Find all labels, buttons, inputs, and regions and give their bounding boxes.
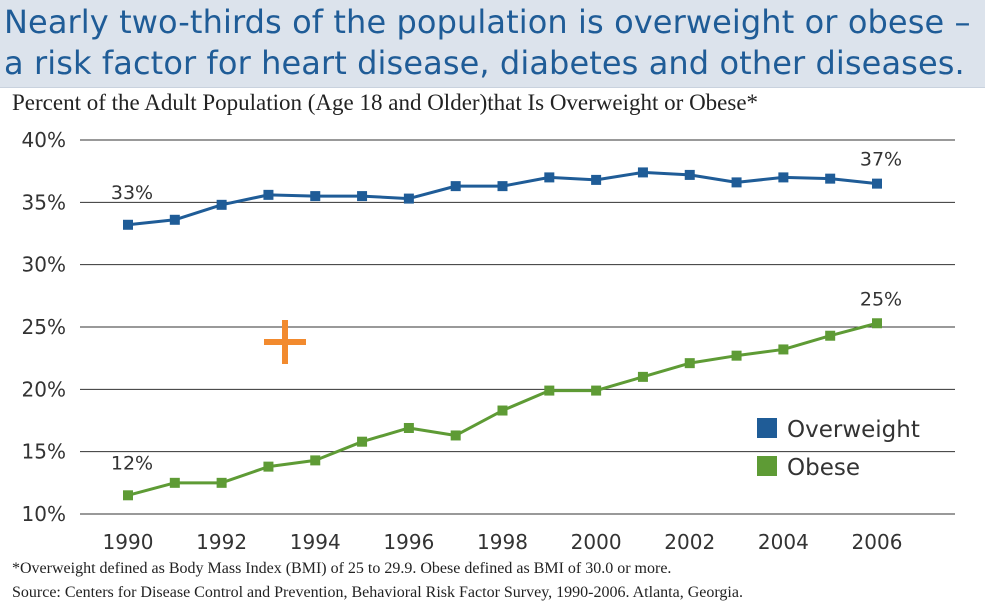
data-point bbox=[310, 455, 321, 466]
series-line bbox=[127, 170, 878, 227]
data-point bbox=[591, 174, 602, 185]
data-label: 33% bbox=[111, 182, 153, 204]
x-tick-label: 1998 bbox=[477, 530, 528, 554]
y-tick-label: 10% bbox=[22, 502, 66, 526]
data-point bbox=[544, 172, 555, 183]
headline: Nearly two-thirds of the population is o… bbox=[4, 2, 984, 84]
data-point bbox=[684, 169, 695, 180]
data-label: 12% bbox=[111, 452, 153, 474]
x-tick-label: 2006 bbox=[852, 530, 903, 554]
data-point bbox=[684, 358, 695, 369]
data-point bbox=[637, 371, 648, 382]
legend-label: Obese bbox=[787, 455, 860, 481]
footnote-source: Source: Centers for Disease Control and … bbox=[12, 584, 743, 601]
x-tick-label: 1992 bbox=[196, 530, 247, 554]
data-point bbox=[872, 178, 882, 189]
data-label: 37% bbox=[860, 149, 902, 171]
footnote-definition: *Overweight defined as Body Mass Index (… bbox=[12, 560, 672, 577]
data-point bbox=[169, 477, 180, 488]
data-point bbox=[497, 405, 508, 416]
y-tick-label: 25% bbox=[22, 315, 66, 339]
data-point bbox=[403, 193, 414, 204]
plus-icon bbox=[264, 320, 306, 364]
x-tick-label: 1996 bbox=[383, 530, 434, 554]
data-point bbox=[123, 490, 133, 501]
data-point bbox=[450, 430, 461, 441]
data-point bbox=[263, 189, 274, 200]
x-tick-label: 1990 bbox=[103, 530, 154, 554]
y-tick-label: 20% bbox=[22, 377, 66, 401]
data-point bbox=[637, 167, 648, 178]
y-tick-label: 15% bbox=[22, 440, 66, 464]
y-tick-label: 30% bbox=[22, 253, 66, 277]
chart-title: Percent of the Adult Population (Age 18 … bbox=[12, 90, 759, 115]
data-point bbox=[450, 181, 461, 192]
data-point bbox=[357, 436, 368, 447]
data-point bbox=[544, 385, 555, 396]
data-point bbox=[263, 461, 274, 472]
data-label: 25% bbox=[860, 288, 902, 310]
headline-line-1: Nearly two-thirds of the population is o… bbox=[4, 3, 971, 41]
y-tick-label: 35% bbox=[22, 190, 66, 214]
legend-label: Overweight bbox=[787, 417, 920, 443]
legend-swatch bbox=[757, 456, 777, 476]
data-point bbox=[310, 191, 321, 202]
x-tick-label: 2000 bbox=[571, 530, 622, 554]
data-point bbox=[403, 422, 414, 433]
y-tick-label: 40% bbox=[22, 128, 66, 152]
data-point bbox=[169, 214, 180, 225]
data-point bbox=[825, 173, 836, 184]
data-point bbox=[497, 181, 508, 192]
data-point bbox=[591, 385, 602, 396]
data-point bbox=[731, 350, 742, 361]
data-point bbox=[731, 177, 742, 188]
data-point bbox=[872, 318, 882, 329]
data-point bbox=[216, 199, 227, 210]
headline-line-2: a risk factor for heart disease, diabete… bbox=[4, 44, 965, 82]
data-point bbox=[123, 219, 133, 230]
x-tick-label: 1994 bbox=[290, 530, 341, 554]
data-point bbox=[357, 191, 368, 202]
headline-banner: Nearly two-thirds of the population is o… bbox=[0, 0, 985, 88]
data-point bbox=[216, 477, 227, 488]
legend-swatch bbox=[757, 418, 777, 438]
data-point bbox=[778, 172, 789, 183]
data-point bbox=[778, 344, 789, 355]
x-tick-label: 2002 bbox=[664, 530, 715, 554]
x-tick-label: 2004 bbox=[758, 530, 809, 554]
data-point bbox=[825, 330, 836, 341]
